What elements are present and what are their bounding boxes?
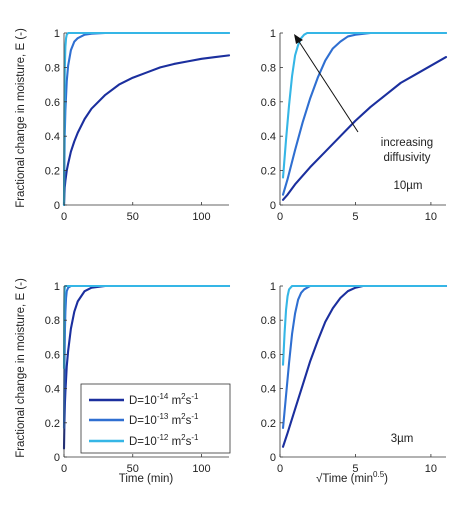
y-tick-label-bottom-left: 0.2: [45, 418, 60, 430]
annotation-arrow-head: [294, 34, 303, 44]
series-line-1-top-left: [62, 54, 231, 207]
x-tick-label-top-right: 5: [352, 211, 358, 223]
annotation-line2: diffusivity: [383, 152, 430, 164]
legend-label-2: D=10-13 m2s-1: [129, 412, 199, 427]
y-tick-label-bottom-right: 0: [270, 452, 276, 464]
y-tick-label-top-left: 0.8: [45, 62, 60, 74]
y-tick-label-bottom-left: 0.6: [45, 349, 60, 361]
x-tick-label-bottom-right: 0: [277, 463, 283, 475]
y-axis-label-top: Fractional change in moisture, E (-): [15, 28, 27, 208]
y-tick-label-top-right: 0: [270, 200, 276, 212]
x-tick-label-bottom-left: 50: [127, 463, 139, 475]
row-label-bottom: 3µm: [391, 433, 414, 445]
y-tick-label-bottom-left: 1: [54, 281, 60, 293]
x-tick-label-top-left: 0: [61, 211, 67, 223]
y-tick-label-top-right: 0.6: [261, 97, 276, 109]
x-tick-label-bottom-left: 100: [192, 463, 210, 475]
y-tick-label-top-right: 1: [270, 28, 276, 40]
x-tick-label-bottom-right: 5: [352, 463, 358, 475]
legend: D=10-14 m2s-1 D=10-13 m2s-1 D=10-12 m2s-1: [80, 383, 231, 454]
panel-bottom-right: 00.20.40.60.810 5 10: [261, 281, 448, 475]
y-tick-label-top-left: 0.4: [45, 131, 60, 143]
x-tick-label-top-right: 0: [277, 211, 283, 223]
series-line-1-top-right: [281, 56, 448, 201]
y-tick-label-bottom-right: 0.8: [261, 315, 276, 327]
x-tick-label-top-left: 100: [192, 211, 210, 223]
y-tick-label-top-left: 0.6: [45, 97, 60, 109]
y-axis-label-bottom: Fractional change in moisture, E (-): [15, 278, 27, 458]
panel-top-left: 0 0.2 0.4 0.6 0.8 1 0 50 100: [45, 28, 231, 223]
y-tick-label-bottom-left: 0.4: [45, 384, 60, 396]
x-tick-label-top-left: 50: [127, 211, 139, 223]
series-line-1-bottom-right: [281, 284, 448, 448]
row-label-top: 10µm: [394, 180, 423, 192]
series-line-2-bottom-right: [281, 284, 448, 429]
x-axis-label-time: Time (min): [119, 473, 174, 485]
y-tick-label-bottom-left: 0.8: [45, 315, 60, 327]
y-tick-label-top-right: 0.2: [261, 166, 276, 178]
series-line-3-bottom-right: [281, 284, 448, 366]
annotation-line1: increasing: [381, 137, 433, 149]
panel-bottom-left: 0 0.2 0.4 0.6 0.8 1 0 50 100: [45, 281, 231, 475]
series-line-3-bottom-left: [62, 284, 231, 370]
y-tick-label-top-right: 0.4: [261, 131, 276, 143]
x-tick-label-bottom-left: 0: [61, 463, 67, 475]
annotation-increasing-diffusivity: increasing diffusivity: [294, 34, 433, 164]
legend-label-1: D=10-14 m2s-1: [129, 392, 199, 407]
legend-label-3: D=10-12 m2s-1: [129, 433, 199, 448]
y-tick-label-top-left: 1: [54, 28, 60, 40]
y-tick-label-top-left: 0.2: [45, 166, 60, 178]
x-tick-label-top-right: 10: [425, 211, 437, 223]
y-tick-label-top-left: 0: [54, 200, 60, 212]
x-tick-label-bottom-right: 10: [425, 463, 437, 475]
series-line-3-top-left: [62, 31, 231, 207]
y-tick-label-bottom-left: 0: [54, 452, 60, 464]
y-tick-label-top-right: 0.8: [261, 62, 276, 74]
annotation-arrow-line: [297, 39, 359, 133]
y-tick-label-bottom-right: 0.6: [261, 349, 276, 361]
y-tick-label-bottom-right: 1: [270, 281, 276, 293]
y-tick-label-bottom-right: 0.2: [261, 418, 276, 430]
y-tick-label-bottom-right: 0.4: [261, 384, 276, 396]
x-axis-label-sqrt-time: √Time (min0.5): [316, 470, 388, 485]
